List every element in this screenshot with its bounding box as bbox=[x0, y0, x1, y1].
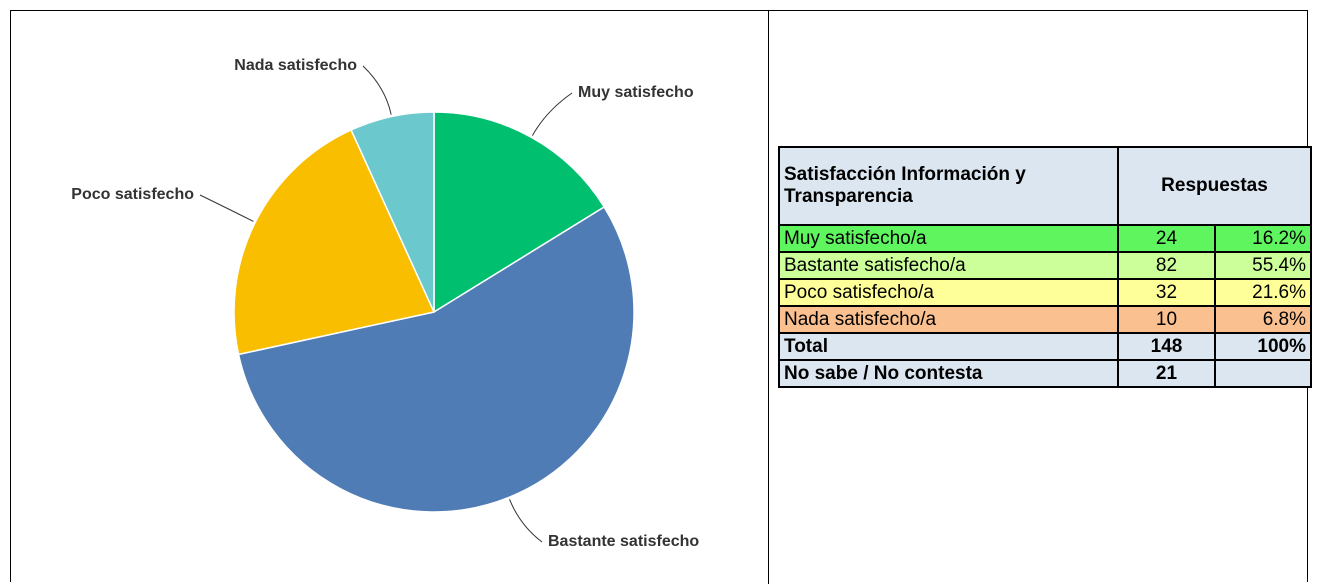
table-cell: No sabe / No contesta bbox=[778, 359, 1119, 388]
table-cell: Muy satisfecho/a bbox=[778, 224, 1119, 253]
table-cell: Bastante satisfecho/a bbox=[778, 251, 1119, 280]
table-row: Poco satisfecho/a 32 21.6% bbox=[778, 278, 1312, 307]
table-row: Total 148 100% bbox=[778, 332, 1312, 361]
slice-label: Bastante satisfecho bbox=[548, 533, 699, 550]
table-row: No sabe / No contesta 21 bbox=[778, 359, 1312, 388]
pie-slice bbox=[350, 111, 435, 313]
table-cell: 32 bbox=[1117, 278, 1216, 307]
table-cell: 100% bbox=[1214, 332, 1312, 361]
slice-label: Poco satisfecho bbox=[71, 186, 194, 203]
table-cell: Nada satisfecho/a bbox=[778, 305, 1119, 334]
table-cell: 6.8% bbox=[1214, 305, 1312, 334]
header-cell: Respuestas bbox=[1117, 146, 1312, 226]
table-row: Muy satisfecho/a 24 16.2% bbox=[778, 224, 1312, 253]
pie-chart: Muy satisfecho Bastante satisfecho Poco sa… bbox=[71, 57, 699, 550]
table-cell: 82 bbox=[1117, 251, 1216, 280]
leader-line bbox=[199, 194, 254, 222]
pie-slice bbox=[433, 111, 606, 314]
pie-slice bbox=[233, 128, 436, 356]
header-row: Satisfacción Información y Transparencia… bbox=[778, 146, 1312, 226]
table-cell: Poco satisfecho/a bbox=[778, 278, 1119, 307]
table-cell: 24 bbox=[1117, 224, 1216, 253]
table-cell bbox=[1214, 359, 1312, 388]
table-cell: 55.4% bbox=[1214, 251, 1312, 280]
leader-line bbox=[531, 92, 573, 136]
table-cell: Total bbox=[778, 332, 1119, 361]
table-row: Bastante satisfecho/a 82 55.4% bbox=[778, 251, 1312, 280]
slice-label: Muy satisfecho bbox=[578, 84, 694, 101]
leader-line bbox=[509, 499, 543, 543]
pie-slice bbox=[237, 205, 635, 513]
table-cell: 21.6% bbox=[1214, 278, 1312, 307]
results-table: Satisfacción Información y Transparencia… bbox=[778, 146, 1312, 388]
header-cell: Satisfacción Información y Transparencia bbox=[778, 146, 1119, 226]
table-cell: 10 bbox=[1117, 305, 1216, 334]
table-cell: 16.2% bbox=[1214, 224, 1312, 253]
slice-label: Nada satisfecho bbox=[234, 57, 357, 74]
leader-line bbox=[362, 65, 392, 115]
divider bbox=[768, 10, 769, 584]
table-cell: 148 bbox=[1117, 332, 1216, 361]
table-row: Nada satisfecho/a 10 6.8% bbox=[778, 305, 1312, 334]
table-cell: 21 bbox=[1117, 359, 1216, 388]
